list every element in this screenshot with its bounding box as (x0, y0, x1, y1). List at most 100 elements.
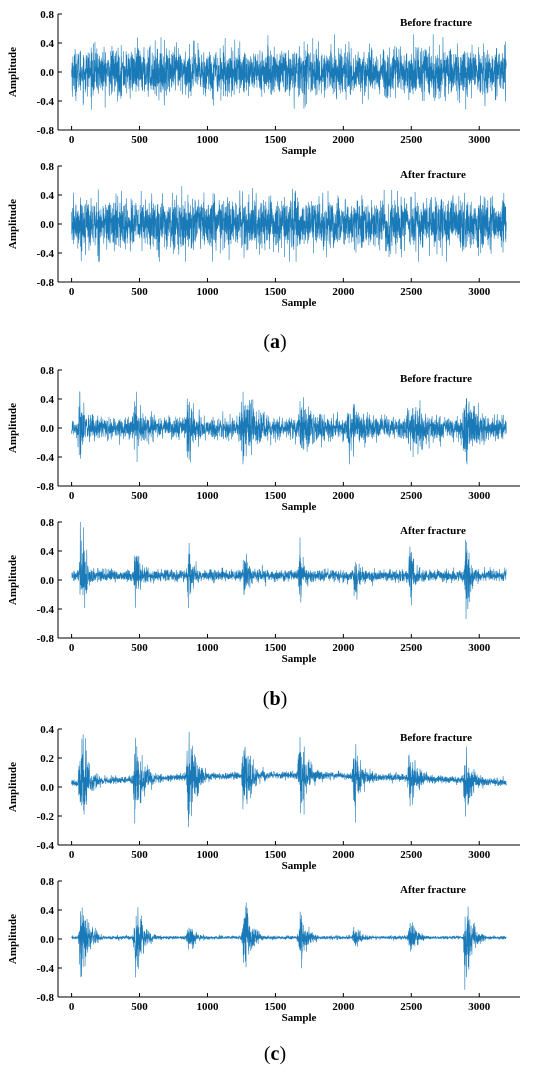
x-tick-label: 2000 (332, 849, 355, 861)
y-tick-label: 0.0 (40, 423, 54, 435)
x-tick-label: 3000 (468, 134, 491, 146)
x-axis-label: Sample (282, 297, 317, 309)
annotation: Before fracture (400, 373, 472, 385)
y-tick-label: 0.0 (40, 67, 54, 79)
y-tick-label: 0.0 (40, 575, 54, 587)
y-axis-label: Amplitude (7, 914, 19, 964)
x-axis-label: Sample (282, 1012, 317, 1024)
y-tick-label: -0.8 (37, 125, 55, 137)
x-tick-label: 1000 (196, 1001, 219, 1013)
signal-line (71, 902, 507, 990)
chart-b-before: -0.8 -0.4 0.0 0.4 0.8 0 500 1000 1500 2000 2500 300… (7, 365, 520, 513)
y-tick-label: -0.2 (37, 811, 55, 823)
y-tick-label: -0.4 (37, 452, 55, 464)
chart-a-before: -0.8 -0.4 0.0 0.4 0.8 0 500 1000 1500 2000 2500 300… (7, 9, 520, 157)
y-axis-label: Amplitude (7, 199, 19, 249)
chart-a-after: -0.8 -0.4 0.0 0.4 0.8 0 500 1000 1500 2000 2500 300… (7, 161, 520, 309)
x-tick-label: 1500 (264, 490, 287, 502)
panel-label-b: (b) (263, 688, 287, 710)
y-tick-label: 0.4 (40, 546, 54, 558)
x-tick-label: 1500 (264, 1001, 287, 1013)
annotation: After fracture (400, 525, 466, 537)
x-tick-label: 0 (69, 490, 75, 502)
y-tick-label: -0.8 (37, 277, 55, 289)
panel-label-a: (a) (263, 331, 286, 353)
y-tick-label: 0.8 (40, 161, 54, 173)
annotation: Before fracture (400, 732, 472, 744)
x-axis-label: Sample (282, 501, 317, 513)
y-tick-label: -0.4 (37, 604, 55, 616)
x-tick-label: 0 (69, 642, 75, 654)
y-tick-label: 0.4 (40, 724, 54, 736)
signal-line (71, 521, 507, 620)
y-tick-label: 0.4 (40, 394, 54, 406)
y-axis-label: Amplitude (7, 47, 19, 97)
x-tick-label: 2500 (400, 1001, 423, 1013)
y-tick-label: -0.8 (37, 633, 55, 645)
x-tick-label: 3000 (468, 849, 491, 861)
x-tick-label: 1500 (264, 286, 287, 298)
x-tick-label: 2000 (332, 642, 355, 654)
y-tick-label: -0.4 (37, 963, 55, 975)
x-axis-label: Sample (282, 653, 317, 665)
chart-b-after: -0.8 -0.4 0.0 0.4 0.8 0 500 1000 1500 2000 2500 300… (7, 517, 520, 665)
x-tick-label: 2000 (332, 134, 355, 146)
x-tick-label: 1500 (264, 642, 287, 654)
y-tick-label: 0.0 (40, 219, 54, 231)
x-tick-label: 1500 (264, 849, 287, 861)
x-tick-label: 500 (131, 849, 148, 861)
x-axis-label: Sample (282, 860, 317, 872)
y-tick-label: 0.8 (40, 365, 54, 377)
y-axis-label: Amplitude (7, 555, 19, 605)
x-tick-label: 2500 (400, 286, 423, 298)
x-tick-label: 2000 (332, 1001, 355, 1013)
x-tick-label: 2000 (332, 286, 355, 298)
x-tick-label: 2500 (400, 134, 423, 146)
y-tick-label: 0.8 (40, 9, 54, 21)
y-tick-label: 0.2 (40, 753, 54, 765)
y-tick-label: 0.4 (40, 38, 54, 50)
y-tick-label: 0.8 (40, 517, 54, 529)
x-tick-label: 0 (69, 134, 75, 146)
x-tick-label: 500 (131, 642, 148, 654)
y-tick-label: -0.4 (37, 96, 55, 108)
y-tick-label: -0.8 (37, 481, 55, 493)
y-tick-label: 0.0 (40, 934, 54, 946)
y-axis-label: Amplitude (7, 403, 19, 453)
annotation: After fracture (400, 169, 466, 181)
y-axis-label: Amplitude (7, 762, 19, 812)
x-tick-label: 1000 (196, 490, 219, 502)
y-tick-label: 0.4 (40, 905, 54, 917)
chart-c-after: -0.8 -0.4 0.0 0.4 0.8 0 500 1000 1500 2000 2500 300… (7, 876, 520, 1024)
x-tick-label: 0 (69, 1001, 75, 1013)
y-tick-label: -0.8 (37, 992, 55, 1004)
x-axis-label: Sample (282, 145, 317, 157)
x-tick-label: 2000 (332, 490, 355, 502)
signal-line (71, 186, 507, 262)
x-tick-label: 500 (131, 286, 148, 298)
x-tick-label: 3000 (468, 286, 491, 298)
x-tick-label: 3000 (468, 642, 491, 654)
x-tick-label: 1000 (196, 134, 219, 146)
y-tick-label: 0.0 (40, 782, 54, 794)
annotation: Before fracture (400, 17, 472, 29)
x-tick-label: 500 (131, 134, 148, 146)
x-tick-label: 0 (69, 286, 75, 298)
x-tick-label: 1000 (196, 286, 219, 298)
x-tick-label: 1000 (196, 642, 219, 654)
annotation: After fracture (400, 884, 466, 896)
y-tick-label: -0.4 (37, 840, 55, 852)
x-tick-label: 1500 (264, 134, 287, 146)
x-tick-label: 500 (131, 1001, 148, 1013)
x-tick-label: 3000 (468, 1001, 491, 1013)
y-tick-label: 0.8 (40, 876, 54, 888)
x-tick-label: 0 (69, 849, 75, 861)
x-tick-label: 2500 (400, 849, 423, 861)
x-tick-label: 500 (131, 490, 148, 502)
signal-line (71, 731, 507, 828)
panel-label-c: (c) (264, 1043, 286, 1065)
chart-c-before: -0.4 -0.2 0.0 0.2 0.4 0 500 1000 1500 2000 2500 300… (7, 724, 520, 872)
signal-line (71, 391, 507, 465)
y-tick-label: 0.4 (40, 190, 54, 202)
